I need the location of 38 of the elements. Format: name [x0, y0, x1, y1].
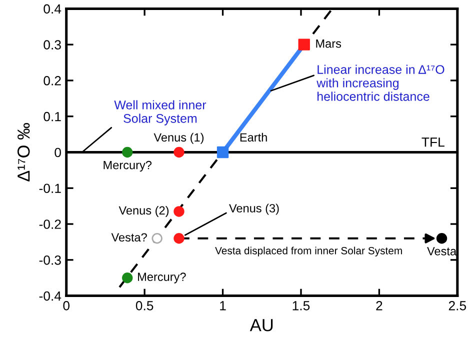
annotation: Mercury?: [138, 272, 186, 284]
point: [152, 233, 162, 244]
x-tick-label: 0: [63, 301, 70, 310]
annotation: Well mixed inner Solar System: [114, 100, 206, 126]
x-tick-label: 2.5: [448, 301, 466, 310]
x-axis-title: AU: [250, 319, 273, 332]
annotation: Mars: [316, 40, 342, 48]
point: [298, 38, 310, 50]
point: [174, 233, 184, 244]
y-tick-label: -0.2: [39, 220, 61, 229]
point: [122, 146, 133, 158]
point: [174, 146, 184, 158]
ref-line-label: TFL: [422, 138, 444, 147]
y-tick-label: 0.2: [44, 76, 61, 86]
point: [436, 233, 448, 244]
x-tick-label: 1: [220, 301, 226, 310]
point: [174, 206, 184, 217]
y-axis-title: Δ¹⁷O ‰: [17, 123, 30, 182]
annotation: Vesta displaced from inner Solar System: [215, 246, 402, 256]
point: [122, 272, 133, 284]
annotation: Venus (3): [229, 204, 279, 215]
annotation: Vesta?: [111, 233, 147, 242]
y-tick-label: 0: [54, 148, 61, 158]
y-tick-label: -0.1: [39, 184, 61, 194]
y-tick-label: -0.4: [39, 291, 62, 301]
y-tick-label: -0.3: [39, 255, 61, 265]
annotation: Venus (1): [154, 132, 204, 144]
x-tick-label: 0.5: [136, 301, 154, 310]
annotation: Linear increase in Δ¹⁷O with increasing heliocentric distance: [316, 64, 444, 101]
annotation: Venus (2): [118, 206, 169, 217]
annotation: Mercury?: [104, 160, 152, 172]
point: [216, 146, 229, 158]
annotation: Earth: [240, 132, 267, 142]
y-tick-label: 0.3: [44, 40, 61, 50]
x-tick-label: 2: [376, 301, 382, 310]
y-tick-label: 0.1: [44, 112, 61, 122]
x-tick-label: 1.5: [292, 301, 310, 310]
y-tick-label: 0.4: [44, 4, 62, 14]
